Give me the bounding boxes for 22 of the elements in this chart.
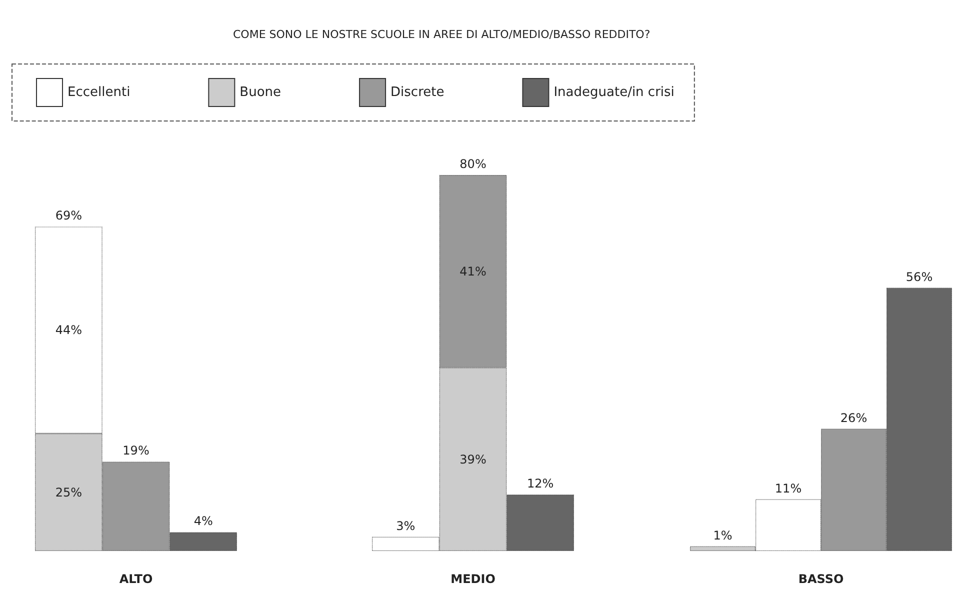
data-label: 19% [122,444,150,458]
data-label: 3% [396,518,416,533]
legend-label: Discrete [390,85,444,100]
data-label: 4% [194,514,213,528]
x-axis-title: MEDIO [450,572,496,586]
data-label: 12% [526,476,554,491]
data-label: 41% [460,264,486,278]
total-label: 80% [460,157,486,171]
total-label: 69% [55,208,82,223]
legend-label: Buone [240,85,282,100]
legend-label: Eccellenti [68,85,130,100]
data-label: 11% [774,481,802,496]
legend-label: Inadeguate/in crisi [554,85,674,100]
x-axis-title: ALTO [119,572,153,586]
data-label: 44% [55,323,82,338]
chart-title: COME SONO LE NOSTRE SCUOLE IN AREE DI ALTO/MEDIO/BASSO REDDITO? [233,28,650,41]
data-label: 26% [840,410,868,425]
data-label: 25% [55,485,82,500]
data-label: 39% [460,452,486,466]
data-label: 1% [713,528,732,542]
data-label: 56% [906,270,933,284]
x-axis-title: BASSO [798,572,844,586]
